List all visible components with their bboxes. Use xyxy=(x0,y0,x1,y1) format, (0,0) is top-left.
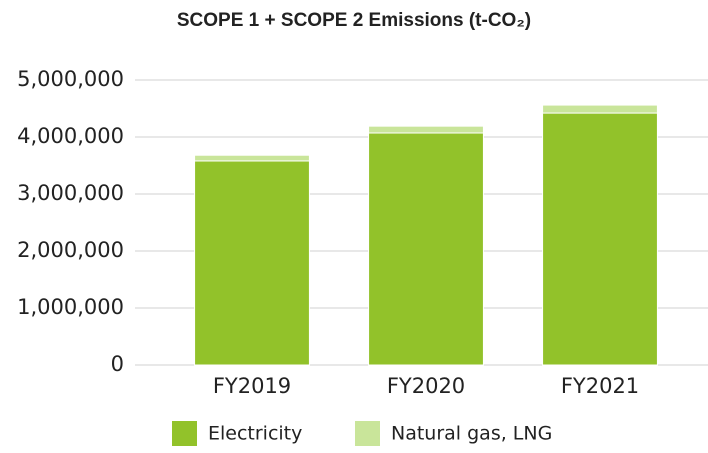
y-tick-label: 5,000,000 xyxy=(17,67,124,91)
bar-segment xyxy=(542,112,658,366)
bar-segment xyxy=(368,132,484,366)
x-tick-label: FY2019 xyxy=(213,374,291,398)
legend-swatch xyxy=(172,421,197,446)
y-tick-label: 3,000,000 xyxy=(17,181,124,205)
bar-segment xyxy=(194,160,310,366)
y-tick-label: 2,000,000 xyxy=(17,238,124,262)
legend-label: Electricity xyxy=(208,423,302,445)
y-tick-label: 1,000,000 xyxy=(17,295,124,319)
legend-swatch xyxy=(355,421,380,446)
chart-title: SCOPE 1 + SCOPE 2 Emissions (t-CO₂) xyxy=(177,10,531,31)
bar-segment xyxy=(194,154,310,162)
x-tick-label: FY2020 xyxy=(387,374,465,398)
bar-segment xyxy=(368,125,484,134)
y-tick-label: 4,000,000 xyxy=(17,124,124,148)
y-tick-label: 0 xyxy=(111,352,124,376)
bar-segment xyxy=(542,104,658,114)
x-tick-label: FY2021 xyxy=(561,374,639,398)
legend-label: Natural gas, LNG xyxy=(391,423,552,445)
